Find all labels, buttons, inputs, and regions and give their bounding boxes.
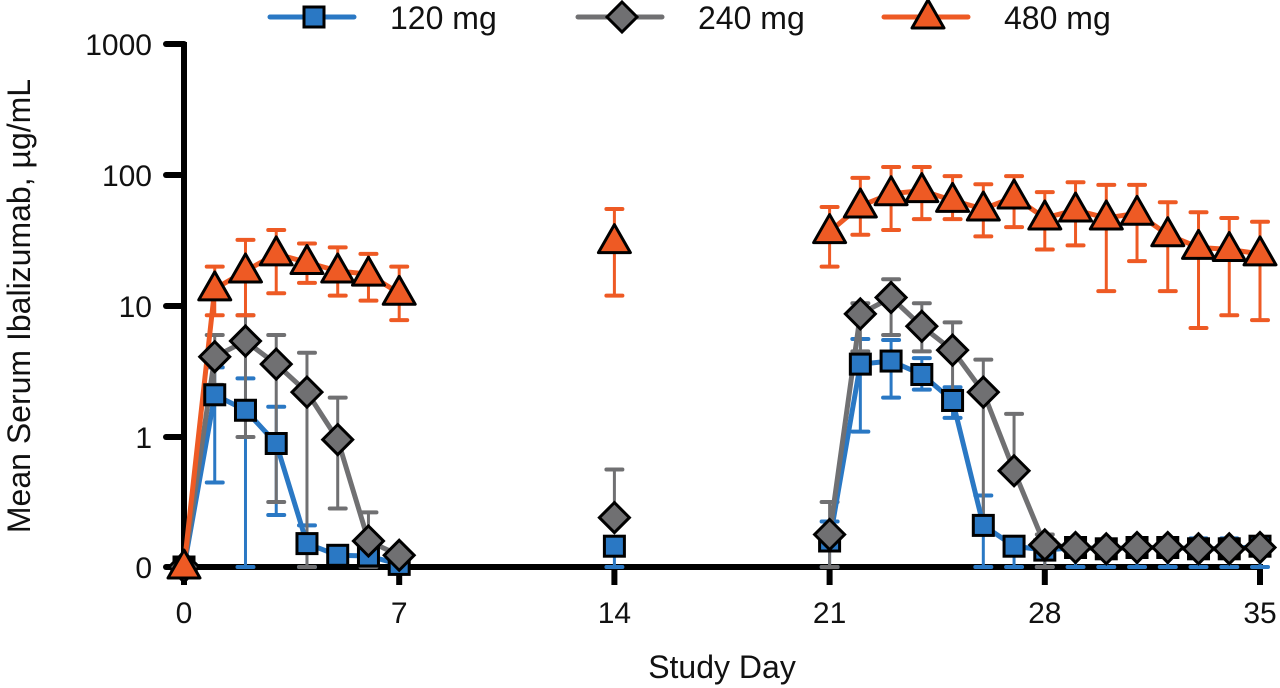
x-tick-label: 28 [1028,597,1061,630]
data-point [596,223,632,255]
legend-item-240-mg: 240 mg [575,0,805,36]
data-point [996,453,1032,488]
data-point [965,190,1001,222]
data-point [1181,228,1217,260]
data-point [1058,191,1094,223]
data-point [203,383,227,407]
y-tick-label: 0 [135,552,152,585]
data-point [873,280,909,315]
data-point [1181,531,1216,566]
markers-480-mg [166,172,1278,580]
data-point [382,538,417,573]
y-axis-title: Mean Serum Ibalizumab, µg/mL [1,79,37,533]
data-point [904,172,940,204]
data-point [1242,530,1278,565]
data-point [848,352,872,376]
data-point [233,398,257,422]
data-point [1058,530,1093,565]
legend-item-120-mg: 120 mg [267,0,497,36]
y-tick-label: 1000 [85,29,152,62]
y-tick-label: 10 [119,291,152,324]
x-axis-title: Study Day [648,649,796,685]
axes: 0 1 10 100 1000 0 7 14 21 28 35 Study Day Mean Se… [1,29,1277,685]
y-ticks: 0 1 10 100 1000 [85,29,187,585]
data-point [910,362,934,386]
data-point [197,270,233,302]
legend-marker [910,0,946,30]
data-point [326,543,350,567]
data-point [258,235,294,267]
legend-label: 120 mg [390,0,497,36]
data-point [289,375,325,410]
error-bars-480-mg [204,165,1270,330]
data-point [1027,527,1062,563]
data-point [1027,199,1063,231]
data-point [350,255,386,287]
data-point [812,213,848,245]
data-point [1088,199,1124,231]
x-ticks: 0 7 14 21 28 35 [176,567,1277,630]
x-tick-label: 14 [598,597,631,630]
data-point [227,252,263,284]
x-tick-label: 35 [1243,597,1276,630]
x-tick-label: 21 [813,597,846,630]
data-point [320,422,355,457]
data-point [166,548,202,580]
data-point [1150,216,1186,248]
series-line [827,358,1263,553]
data-point [1089,531,1124,566]
data-point [996,178,1032,210]
data-point [259,347,294,382]
data-point [1002,534,1026,558]
data-point [1119,194,1155,226]
data-point [289,243,325,275]
data-point [295,532,319,556]
data-point [1150,530,1185,565]
legend-label: 480 mg [1004,0,1111,36]
data-point [381,274,417,306]
data-point [843,296,878,332]
data-point [228,323,263,359]
legend-item-480-mg: 480 mg [881,0,1111,36]
x-tick-label: 0 [176,597,193,630]
data-point [966,375,1001,410]
data-point [197,339,232,374]
series-layer [166,165,1278,585]
data-point [351,523,386,559]
data-point [873,175,909,207]
data-point [1212,531,1247,566]
data-point [879,349,903,373]
data-point [904,309,939,344]
data-point [971,513,995,537]
data-point [941,388,965,412]
legend-marker [302,5,326,29]
data-point [1211,230,1247,262]
data-point [1119,530,1155,565]
data-point [602,534,626,558]
data-point [320,252,356,284]
x-tick-label: 7 [391,597,408,630]
legend-marker [604,0,640,35]
legend: 120 mg 240 mg 480 mg [267,0,1111,36]
data-point [597,500,632,535]
data-point [1242,235,1278,267]
y-tick-label: 1 [135,422,152,455]
data-point [935,333,970,368]
y-tick-label: 100 [102,160,152,193]
markers-240-mg [166,280,1278,585]
data-point [935,181,971,213]
data-point [812,517,847,552]
data-point [842,187,878,219]
legend-label: 240 mg [698,0,805,36]
data-point [264,432,288,455]
